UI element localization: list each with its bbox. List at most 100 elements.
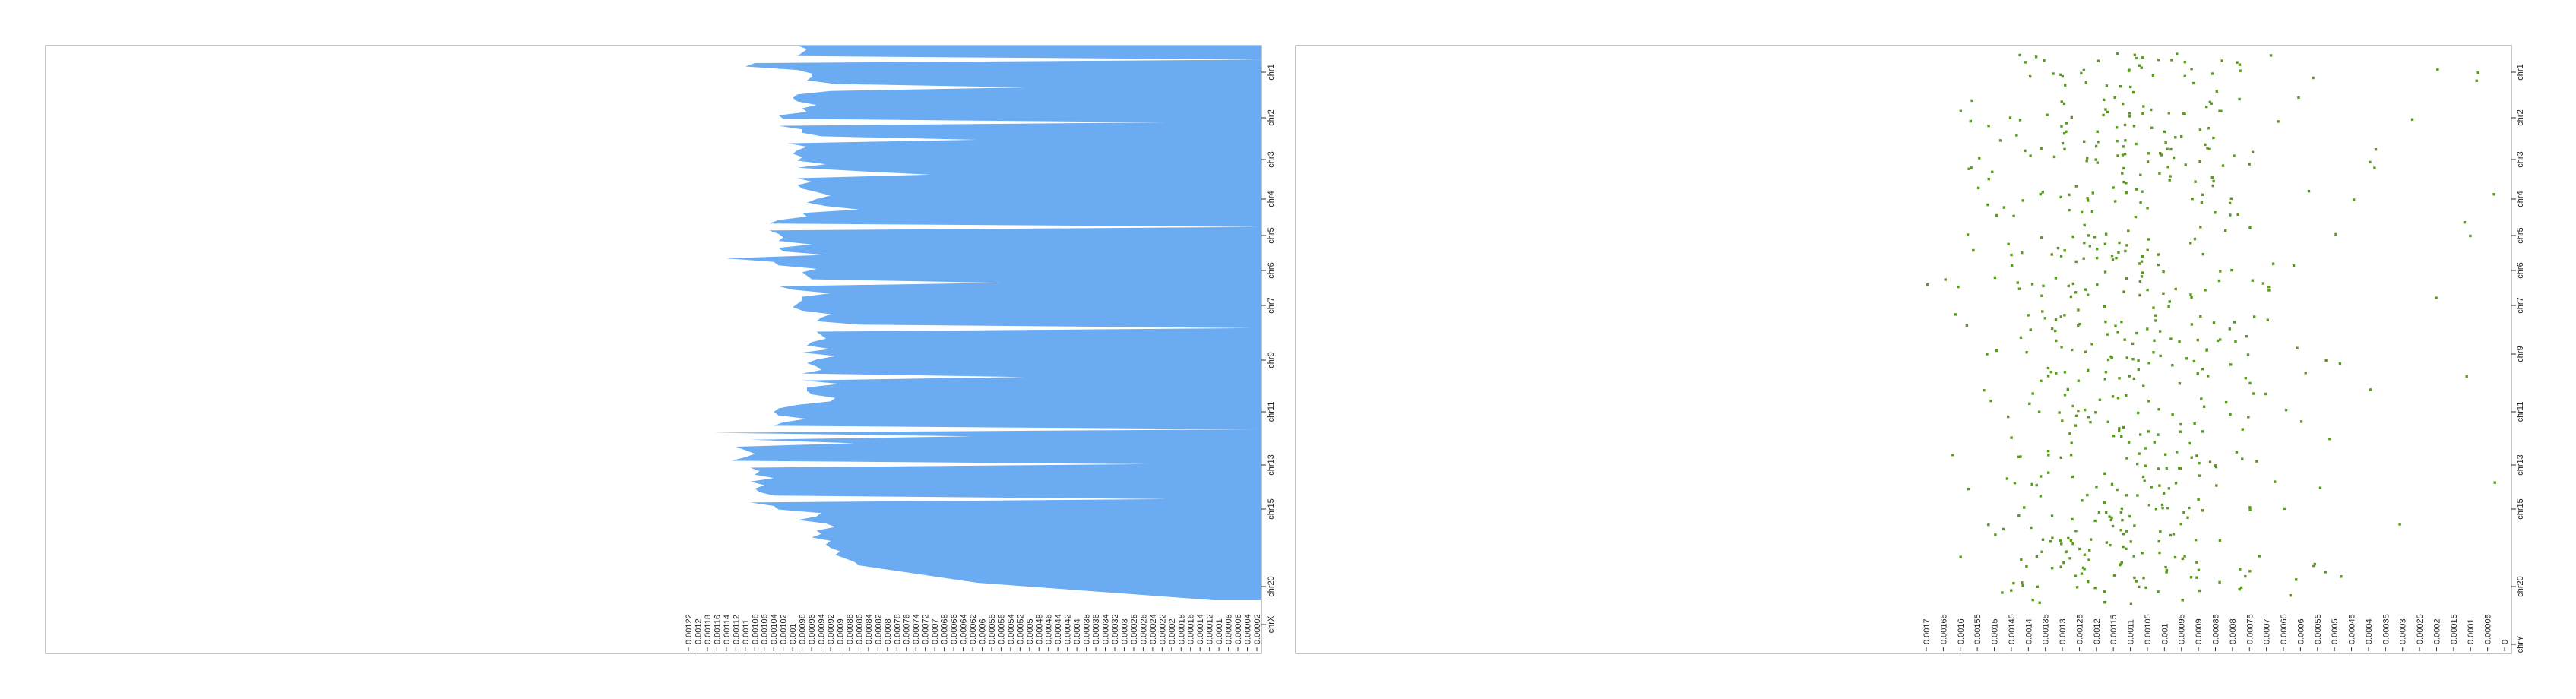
y-tick-label: chr6 — [2516, 262, 2525, 278]
scatter-point — [2239, 69, 2242, 72]
scatter-point — [2138, 293, 2141, 297]
x-tick-label: 0.00038 — [1083, 614, 1092, 644]
scatter-point — [2150, 108, 2153, 112]
scatter-point — [2118, 427, 2121, 430]
scatter-point — [2221, 164, 2225, 167]
y-tick-label: chrY — [2516, 635, 2525, 653]
scatter-point — [2164, 141, 2167, 144]
scatter-point — [2475, 79, 2478, 82]
scatter-point — [2119, 563, 2122, 567]
x-tick-label: 0.0002 — [1168, 618, 1177, 644]
scatter-point — [1986, 353, 1989, 356]
scatter-point — [2119, 529, 2122, 532]
scatter-point — [2198, 474, 2201, 477]
x-tick-label: 0.0004 — [2365, 618, 2374, 644]
scatter-point — [2193, 422, 2196, 425]
scatter-point — [2307, 189, 2311, 193]
scatter-point — [2179, 430, 2182, 433]
scatter-point — [2106, 110, 2109, 114]
scatter-point — [2144, 586, 2147, 590]
scatter-point — [2017, 287, 2021, 290]
scatter-point — [2140, 260, 2144, 263]
scatter-point — [2051, 536, 2054, 539]
scatter-point — [2241, 457, 2244, 460]
x-tick-label: 0.0008 — [2229, 618, 2238, 644]
scatter-point — [2220, 59, 2223, 62]
scatter-point — [2041, 191, 2044, 194]
x-tick-label: 0.00095 — [2178, 614, 2187, 644]
scatter-point — [2147, 238, 2150, 241]
scatter-point — [2212, 179, 2215, 183]
scatter-point — [2157, 433, 2160, 436]
scatter-point — [2059, 565, 2062, 568]
scatter-point — [2002, 206, 2005, 209]
scatter-point — [2024, 149, 2027, 153]
x-tick-label: 0.00028 — [1130, 614, 1139, 644]
scatter-point — [2074, 414, 2078, 417]
scatter-point — [2106, 420, 2109, 423]
scatter-point — [2059, 456, 2062, 459]
scatter-point — [2028, 74, 2032, 78]
x-tick-label: 0.0012 — [694, 618, 703, 644]
scatter-point — [2205, 105, 2208, 109]
scatter-point — [2059, 195, 2062, 199]
y-tick-label: chr20 — [2516, 576, 2525, 597]
scatter-point — [2104, 232, 2108, 236]
scatter-point — [2136, 462, 2139, 466]
scatter-points — [1926, 52, 2496, 605]
scatter-point — [2146, 248, 2149, 251]
scatter-point — [1991, 170, 1994, 173]
scatter-point — [2219, 270, 2222, 273]
x-axis-ticks: 0.0017 0.00165 0.0016 0.00155 0.0015 0.00145 0… — [1923, 614, 2510, 651]
x-tick-label: 0.0006 — [2296, 618, 2305, 644]
scatter-point — [2105, 541, 2109, 544]
scatter-point — [2030, 526, 2033, 530]
scatter-point — [2069, 295, 2073, 299]
scatter-point — [2167, 112, 2170, 115]
x-tick-label: 0.0012 — [2093, 618, 2102, 644]
scatter-point — [2198, 160, 2201, 163]
scatter-point — [2205, 348, 2208, 351]
scatter-point — [2110, 482, 2114, 486]
scatter-point — [2190, 323, 2194, 326]
scatter-point — [2212, 321, 2216, 324]
x-tick-label: 0.00062 — [969, 614, 978, 644]
scatter-point — [2152, 306, 2155, 309]
scatter-point — [1986, 203, 1989, 207]
scatter-point — [2183, 555, 2186, 558]
scatter-point — [2063, 394, 2067, 397]
scatter-point — [2253, 315, 2256, 318]
scatter-point — [2157, 590, 2160, 593]
scatter-point — [2165, 467, 2168, 470]
scatter-point — [2191, 198, 2194, 201]
scatter-point — [2021, 199, 2024, 202]
scatter-point — [2206, 147, 2209, 150]
scatter-point — [2081, 566, 2085, 569]
x-tick-label: 0.00084 — [865, 614, 874, 644]
x-tick-label: 0.0014 — [2024, 618, 2033, 644]
scatter-point — [2178, 340, 2181, 343]
scatter-point — [2087, 580, 2090, 584]
scatter-point — [2159, 530, 2162, 533]
scatter-point — [2019, 336, 2023, 339]
scatter-point — [1972, 248, 1975, 252]
plot-frame — [1295, 45, 2512, 654]
scatter-point — [2166, 166, 2169, 169]
scatter-point — [2089, 421, 2092, 424]
scatter-point — [2112, 186, 2115, 189]
scatter-point — [2228, 201, 2232, 205]
scatter-point — [2184, 163, 2187, 166]
y-tick-label: chr1 — [1267, 64, 1276, 80]
scatter-point — [2084, 81, 2087, 84]
scatter-point — [2039, 192, 2042, 196]
scatter-point — [2051, 567, 2054, 570]
x-tick-label: 0.00025 — [2416, 614, 2425, 644]
scatter-point — [2019, 455, 2022, 458]
scatter-point — [2119, 511, 2123, 514]
scatter-point — [2063, 131, 2066, 135]
scatter-point — [1983, 389, 1986, 392]
scatter-point — [2167, 487, 2171, 490]
scatter-point — [2117, 251, 2120, 254]
scatter-point — [2066, 387, 2069, 391]
scatter-point — [2266, 318, 2269, 321]
